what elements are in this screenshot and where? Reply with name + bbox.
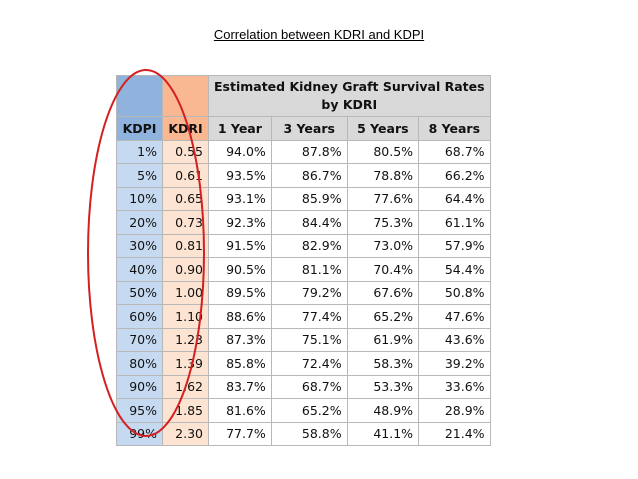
survival-8-years-cell: 50.8% (418, 280, 491, 305)
survival-8-years-cell: 28.9% (418, 398, 491, 423)
kdri-cell: 0.90 (162, 257, 209, 282)
kdri-header-spacer (162, 75, 209, 117)
red-ellipse-annotation (87, 69, 205, 437)
survival-1-year-cell: 88.6% (208, 304, 272, 329)
table-header-row-main: Estimated Kidney Graft Survival Rates by… (116, 75, 491, 117)
survival-5-years-cell: 48.9% (346, 398, 420, 423)
survival-3-years-cell: 79.2% (270, 280, 348, 305)
survival-3-years-cell: 81.1% (270, 257, 348, 282)
survival-1-year-cell: 90.5% (208, 257, 272, 282)
survival-1-year-cell: 93.5% (208, 163, 272, 188)
table-row: 60% 1.10 88.6% 77.4% 65.2% 47.6% (116, 304, 491, 329)
survival-8-years-cell: 33.6% (418, 374, 491, 399)
kdpi-cell: 50% (116, 280, 163, 305)
survival-3-years-cell: 86.7% (270, 163, 348, 188)
table-row: 70% 1.23 87.3% 75.1% 61.9% 43.6% (116, 327, 491, 352)
column-header-3-years: 3 Years (270, 116, 348, 141)
kdri-cell: 1.10 (162, 304, 209, 329)
survival-5-years-cell: 61.9% (346, 327, 420, 352)
survival-1-year-cell: 87.3% (208, 327, 272, 352)
survival-5-years-cell: 58.3% (346, 351, 420, 376)
table-row: 20% 0.73 92.3% 84.4% 75.3% 61.1% (116, 210, 491, 235)
survival-5-years-cell: 65.2% (346, 304, 420, 329)
survival-8-years-cell: 61.1% (418, 210, 491, 235)
kdri-cell: 0.81 (162, 233, 209, 258)
survival-5-years-cell: 80.5% (346, 139, 420, 164)
survival-1-year-cell: 92.3% (208, 210, 272, 235)
survival-3-years-cell: 58.8% (270, 421, 348, 446)
table-row: 1% 0.55 94.0% 87.8% 80.5% 68.7% (116, 139, 491, 164)
kdri-cell: 1.23 (162, 327, 209, 352)
survival-3-years-cell: 87.8% (270, 139, 348, 164)
survival-3-years-cell: 77.4% (270, 304, 348, 329)
survival-5-years-cell: 53.3% (346, 374, 420, 399)
kdri-cell: 1.00 (162, 280, 209, 305)
survival-3-years-cell: 65.2% (270, 398, 348, 423)
table-row: 80% 1.39 85.8% 72.4% 58.3% 39.2% (116, 351, 491, 376)
survival-1-year-cell: 85.8% (208, 351, 272, 376)
survival-5-years-cell: 77.6% (346, 186, 420, 211)
kdpi-cell: 70% (116, 327, 163, 352)
kdpi-cell: 10% (116, 186, 163, 211)
survival-5-years-cell: 78.8% (346, 163, 420, 188)
survival-3-years-cell: 84.4% (270, 210, 348, 235)
survival-1-year-cell: 89.5% (208, 280, 272, 305)
survival-rates-header-line1: Estimated Kidney Graft Survival Rates (214, 79, 485, 94)
table-row: 5% 0.61 93.5% 86.7% 78.8% 66.2% (116, 163, 491, 188)
survival-1-year-cell: 81.6% (208, 398, 272, 423)
kdpi-cell: 5% (116, 163, 163, 188)
survival-8-years-cell: 43.6% (418, 327, 491, 352)
survival-8-years-cell: 39.2% (418, 351, 491, 376)
kdri-cell: 1.85 (162, 398, 209, 423)
survival-1-year-cell: 77.7% (208, 421, 272, 446)
survival-5-years-cell: 41.1% (346, 421, 420, 446)
survival-8-years-cell: 54.4% (418, 257, 491, 282)
table-row: 95% 1.85 81.6% 65.2% 48.9% 28.9% (116, 398, 491, 423)
survival-3-years-cell: 68.7% (270, 374, 348, 399)
slide-title: Correlation between KDRI and KDPI (213, 27, 425, 42)
survival-1-year-cell: 91.5% (208, 233, 272, 258)
survival-5-years-cell: 70.4% (346, 257, 420, 282)
kdpi-cell: 80% (116, 351, 163, 376)
survival-8-years-cell: 68.7% (418, 139, 491, 164)
table-row: 30% 0.81 91.5% 82.9% 73.0% 57.9% (116, 233, 491, 258)
column-header-8-years: 8 Years (418, 116, 491, 141)
survival-8-years-cell: 66.2% (418, 163, 491, 188)
kdpi-cell: 90% (116, 374, 163, 399)
survival-8-years-cell: 47.6% (418, 304, 491, 329)
survival-5-years-cell: 75.3% (346, 210, 420, 235)
survival-8-years-cell: 64.4% (418, 186, 491, 211)
table-row: 50% 1.00 89.5% 79.2% 67.6% 50.8% (116, 280, 491, 305)
kdri-cell: 0.73 (162, 210, 209, 235)
survival-5-years-cell: 73.0% (346, 233, 420, 258)
survival-rates-header: Estimated Kidney Graft Survival Rates by… (208, 75, 491, 117)
survival-3-years-cell: 75.1% (270, 327, 348, 352)
column-header-kdpi: KDPI (116, 116, 163, 141)
survival-3-years-cell: 82.9% (270, 233, 348, 258)
survival-8-years-cell: 21.4% (418, 421, 491, 446)
kdpi-cell: 30% (116, 233, 163, 258)
table-row: 90% 1.62 83.7% 68.7% 53.3% 33.6% (116, 374, 491, 399)
kdpi-cell: 60% (116, 304, 163, 329)
table-row: 40% 0.90 90.5% 81.1% 70.4% 54.4% (116, 257, 491, 282)
survival-3-years-cell: 72.4% (270, 351, 348, 376)
survival-1-year-cell: 94.0% (208, 139, 272, 164)
kdpi-cell: 1% (116, 139, 163, 164)
survival-rates-header-line2: by KDRI (321, 97, 378, 112)
survival-1-year-cell: 83.7% (208, 374, 272, 399)
kdpi-cell: 40% (116, 257, 163, 282)
survival-1-year-cell: 93.1% (208, 186, 272, 211)
kdri-cell: 1.39 (162, 351, 209, 376)
kdri-cell: 2.30 (162, 421, 209, 446)
survival-8-years-cell: 57.9% (418, 233, 491, 258)
